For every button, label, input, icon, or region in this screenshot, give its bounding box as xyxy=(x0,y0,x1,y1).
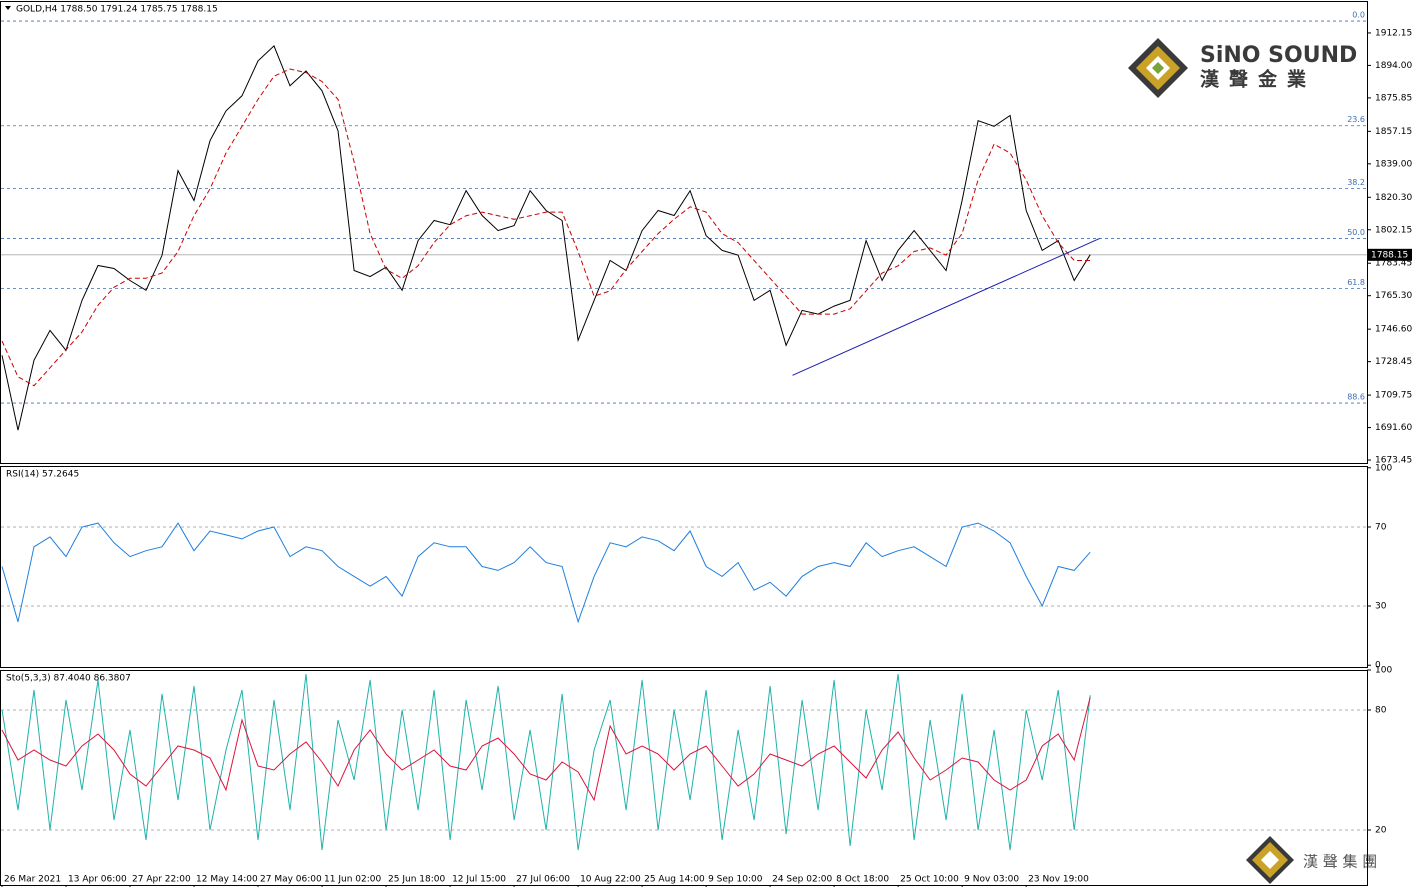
x-tick-label: 26 Mar 2021 xyxy=(4,875,61,885)
x-tick-label: 23 Nov 19:00 xyxy=(1028,875,1089,885)
level-label: 38.2 xyxy=(1347,178,1365,187)
last-price-box xyxy=(1368,248,1412,261)
panel-frame xyxy=(0,670,1368,886)
trendline xyxy=(792,237,1100,376)
y-tick-label: 100 xyxy=(1375,666,1392,676)
y-tick-label: 1673.45 xyxy=(1375,456,1412,466)
y-tick-label: 1857.15 xyxy=(1375,127,1412,137)
x-tick-label: 9 Sep 10:00 xyxy=(708,875,763,885)
level-label: 50.0 xyxy=(1347,228,1365,237)
x-tick-label: 9 Nov 03:00 xyxy=(964,875,1019,885)
x-tick-label: 27 Jul 06:00 xyxy=(516,875,570,885)
panel-title: Sto(5,3,3) 87.4040 86.3807 xyxy=(6,674,131,684)
x-tick-label: 12 Jul 15:00 xyxy=(452,875,506,885)
panel-frame xyxy=(0,1,1368,464)
x-tick-label: 27 Apr 22:00 xyxy=(132,875,191,885)
brand-name: SiNO SOUND xyxy=(1200,43,1357,68)
level-label: 88.6 xyxy=(1347,393,1365,402)
series-line xyxy=(1,45,1091,431)
y-tick-label: 30 xyxy=(1375,601,1387,611)
y-tick-label: 1875.85 xyxy=(1375,93,1412,103)
y-tick-label: 20 xyxy=(1375,826,1387,836)
y-tick-label: 1765.30 xyxy=(1375,291,1412,301)
x-tick-label: 10 Aug 22:00 xyxy=(580,875,641,885)
y-tick-label: 70 xyxy=(1375,523,1387,533)
y-tick-label: 1820.30 xyxy=(1375,193,1412,203)
panel-title: GOLD,H4 1788.50 1791.24 1785.75 1788.15 xyxy=(16,5,218,15)
footer-diamond-inner xyxy=(1261,851,1279,869)
x-tick-label: 27 May 06:00 xyxy=(260,875,322,885)
y-tick-label: 1783.45 xyxy=(1375,259,1412,269)
y-tick-label: 1709.75 xyxy=(1375,391,1412,401)
x-tick-label: 24 Sep 02:00 xyxy=(772,875,832,885)
series-line xyxy=(1,68,1091,387)
series-line xyxy=(1,697,1091,802)
x-tick-label: 12 May 14:00 xyxy=(196,875,258,885)
y-tick-label: 1839.00 xyxy=(1375,159,1412,169)
y-tick-label: 1912.15 xyxy=(1375,28,1412,38)
x-tick-label: 11 Jun 02:00 xyxy=(324,875,381,885)
y-tick-label: 1728.45 xyxy=(1375,357,1412,367)
y-tick-label: 1802.15 xyxy=(1375,225,1412,235)
series-line xyxy=(1,522,1091,624)
panel-title: RSI(14) 57.2645 xyxy=(6,470,79,480)
panel-frame xyxy=(0,466,1368,668)
brand-logo xyxy=(1128,38,1188,98)
y-tick-label: 1894.00 xyxy=(1375,61,1412,71)
level-label: 61.8 xyxy=(1347,278,1365,287)
x-tick-label: 25 Jun 18:00 xyxy=(388,875,445,885)
series-line xyxy=(1,673,1091,851)
y-tick-label: 100 xyxy=(1375,463,1392,473)
y-tick-label: 0 xyxy=(1375,661,1381,671)
x-tick-label: 13 Apr 06:00 xyxy=(68,875,127,885)
level-label: 0.0 xyxy=(1352,11,1365,20)
brand-footer: 漢 聲 集 團 xyxy=(1303,853,1377,871)
brand-chinese: 漢聲金業 xyxy=(1200,68,1316,91)
y-tick-label: 80 xyxy=(1375,706,1387,716)
x-tick-label: 25 Aug 14:00 xyxy=(644,875,705,885)
last-price-label: 1788.15 xyxy=(1371,250,1408,260)
symbol-arrow xyxy=(5,6,11,10)
y-tick-label: 1746.60 xyxy=(1375,325,1412,335)
y-tick-label: 1691.60 xyxy=(1375,423,1412,433)
level-label: 23.6 xyxy=(1347,115,1365,124)
logo-diamond-core xyxy=(1152,62,1164,74)
x-tick-label: 8 Oct 18:00 xyxy=(836,875,889,885)
x-tick-label: 25 Oct 10:00 xyxy=(900,875,959,885)
